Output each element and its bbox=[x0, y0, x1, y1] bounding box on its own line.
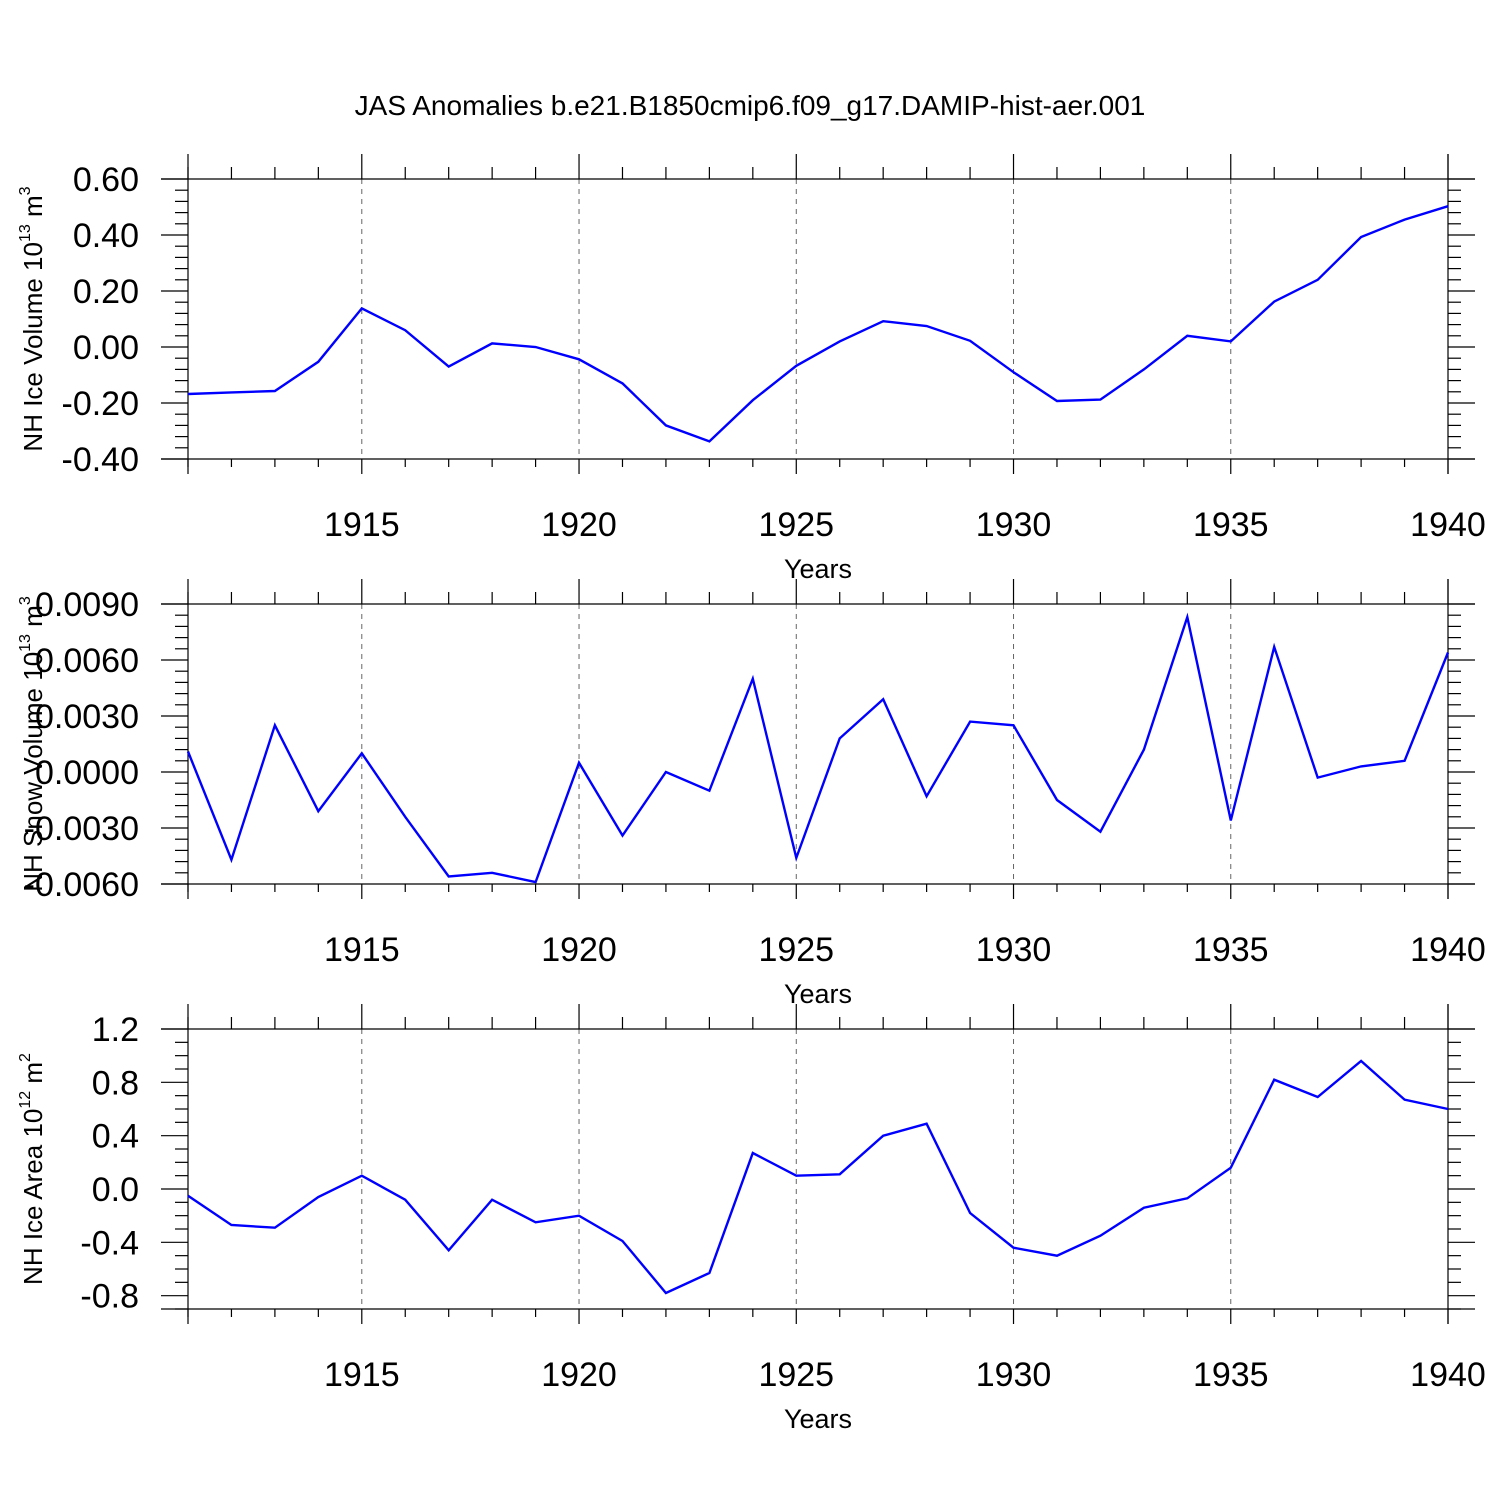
y-axis-title-text: NH Snow Volume 10 bbox=[18, 652, 48, 892]
y-tick-label: 0.4 bbox=[92, 1118, 139, 1156]
x-tick-label: 1925 bbox=[758, 931, 834, 969]
y-axis-title-text: NH Ice Volume 10 bbox=[18, 242, 48, 452]
y-tick-label: -0.20 bbox=[62, 385, 140, 423]
x-tick-label: 1940 bbox=[1410, 506, 1486, 544]
y-axis-title-text: NH Ice Area 10 bbox=[18, 1109, 48, 1285]
y-tick-label: -0.8 bbox=[80, 1278, 139, 1316]
y-tick-label: 0.0090 bbox=[35, 586, 139, 624]
y-axis-title: NH Ice Volume 1013 m3 bbox=[17, 186, 48, 451]
y-axis-title-exponent: 13 bbox=[17, 224, 34, 242]
x-tick-label: 1935 bbox=[1193, 931, 1269, 969]
x-tick-label: 1940 bbox=[1410, 931, 1486, 969]
y-axis-title-unit-exponent: 3 bbox=[17, 186, 34, 195]
x-tick-label: 1920 bbox=[541, 931, 617, 969]
x-tick-label: 1920 bbox=[541, 1356, 617, 1394]
y-axis-title-exponent: 12 bbox=[17, 1091, 34, 1109]
data-series-line bbox=[186, 612, 1450, 884]
y-tick-label: 0.8 bbox=[92, 1064, 139, 1102]
x-axis-title: Years bbox=[784, 554, 852, 584]
x-tick-label: 1930 bbox=[976, 1356, 1052, 1394]
y-tick-label: 0.20 bbox=[73, 273, 139, 311]
x-tick-label: 1925 bbox=[758, 506, 834, 544]
y-tick-label: 1.2 bbox=[92, 1011, 139, 1049]
x-tick-label: 1935 bbox=[1193, 506, 1269, 544]
x-tick-label: 1940 bbox=[1410, 1356, 1486, 1394]
x-axis-title: Years bbox=[784, 1404, 852, 1434]
y-tick-label: -0.4 bbox=[80, 1224, 139, 1262]
y-tick-label: 0.60 bbox=[73, 161, 139, 199]
y-axis-title-unit: m bbox=[18, 605, 48, 634]
y-tick-label: 0.0060 bbox=[35, 642, 139, 680]
chart-panel-3: 1915 1920 1925 1930 1935 1940 Years -0.8 -0.4 0.0… bbox=[17, 1004, 1486, 1434]
y-tick-label: -0.0060 bbox=[24, 866, 139, 904]
x-tick-label: 1915 bbox=[324, 1356, 400, 1394]
x-tick-label: 1935 bbox=[1193, 1356, 1269, 1394]
x-tick-label: 1915 bbox=[324, 931, 400, 969]
y-axis-title-unit: m bbox=[18, 195, 48, 224]
x-tick-label: 1920 bbox=[541, 506, 617, 544]
x-tick-label: 1930 bbox=[976, 931, 1052, 969]
x-tick-label: 1930 bbox=[976, 506, 1052, 544]
data-series-line bbox=[187, 205, 1449, 443]
y-axis-title-unit-exponent: 2 bbox=[17, 1053, 34, 1062]
y-tick-label: 0.0030 bbox=[35, 698, 139, 736]
x-tick-label: 1915 bbox=[324, 506, 400, 544]
y-axis-title: NH Ice Area 1012 m2 bbox=[17, 1053, 48, 1285]
x-axis-title: Years bbox=[784, 979, 852, 1009]
data-series-line bbox=[187, 1059, 1449, 1295]
y-tick-label: -0.0030 bbox=[24, 810, 139, 848]
y-tick-label: 0.0000 bbox=[35, 754, 139, 792]
y-axis-title-exponent: 13 bbox=[17, 634, 34, 652]
chart-panel-1: 1915 1920 1925 1930 1935 1940 Years -0.40 -0.20 0… bbox=[17, 154, 1486, 584]
chart-title: JAS Anomalies b.e21.B1850cmip6.f09_g17.D… bbox=[355, 90, 1146, 121]
y-axis-title-unit-exponent: 3 bbox=[17, 596, 34, 605]
y-tick-label: 0.40 bbox=[73, 217, 139, 255]
panels: 1915 1920 1925 1930 1935 1940 Years -0.40 -0.20 0… bbox=[17, 154, 1486, 1434]
chart-panel-2: 1915 1920 1925 1930 1935 1940 Years -0.0060 -0.0… bbox=[17, 579, 1486, 1009]
y-tick-label: -0.40 bbox=[62, 441, 140, 479]
y-tick-label: 0.0 bbox=[92, 1171, 139, 1209]
y-axis-title: NH Snow Volume 1013 m3 bbox=[17, 596, 48, 892]
y-tick-label: 0.00 bbox=[73, 329, 139, 367]
x-tick-label: 1925 bbox=[758, 1356, 834, 1394]
y-axis-title-unit: m bbox=[18, 1062, 48, 1091]
